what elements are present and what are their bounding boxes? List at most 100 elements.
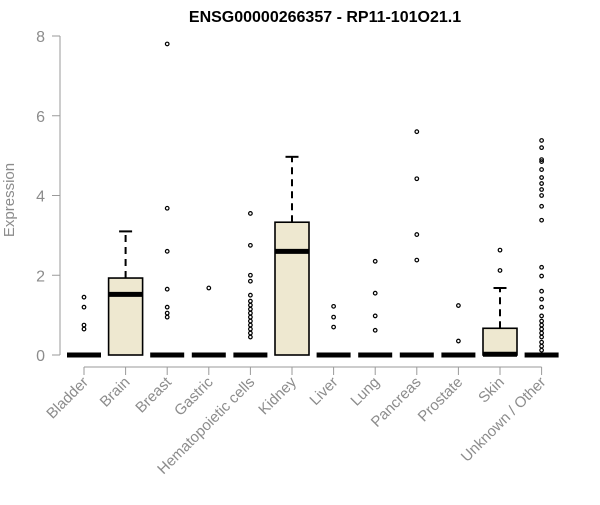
box-group [107, 230, 144, 356]
outlier-point [539, 193, 544, 198]
outlier-point [539, 318, 544, 324]
x-tick-label: Brain [97, 374, 134, 411]
y-tick-label: 4 [36, 189, 45, 206]
outlier-point [539, 322, 544, 328]
outlier-point [497, 268, 503, 273]
outlier-point [331, 303, 337, 309]
outlier-point [539, 264, 544, 270]
box-group [274, 155, 310, 356]
y-axis: 0 2 4 6 8 [36, 29, 61, 365]
outlier-point [539, 313, 544, 319]
box-iqr [482, 327, 518, 356]
outlier-point [247, 298, 253, 304]
outlier-point [164, 310, 170, 316]
outlier-point [539, 288, 544, 294]
outlier-point [247, 302, 253, 308]
outlier-point [164, 41, 170, 47]
outlier-point [164, 286, 170, 292]
x-tick-label: Skin [475, 374, 508, 407]
outlier-point [414, 129, 420, 135]
outlier-point [539, 273, 544, 279]
outlier-point [206, 285, 212, 291]
outlier-point [247, 334, 253, 340]
outlier-point [331, 314, 337, 320]
outlier-point [247, 326, 253, 332]
outlier-point [539, 145, 544, 151]
box-iqr [274, 221, 310, 356]
box-group [233, 211, 268, 358]
outlier-point [497, 247, 503, 253]
chart-title: ENSG00000266357 - RP11-101O21.1 [189, 9, 461, 26]
outlier-point [247, 306, 253, 312]
box-group [150, 41, 185, 358]
outlier-point [247, 211, 253, 216]
box-group [316, 303, 351, 358]
outlier-point [372, 313, 378, 319]
x-tick-label: Kidney [255, 373, 300, 418]
y-axis-label: Expression [1, 163, 18, 237]
outlier-point [164, 314, 170, 320]
outlier-point [539, 339, 544, 345]
box-iqr [107, 277, 144, 356]
outlier-point [539, 157, 544, 163]
y-tick-label: 6 [36, 109, 45, 126]
x-tick-label: Breast [132, 373, 175, 416]
outlier-point [539, 347, 544, 353]
box-group [441, 303, 476, 358]
y-tick-label: 2 [36, 268, 45, 285]
outlier-point [539, 334, 544, 340]
outlier-point [539, 187, 544, 192]
x-tick-label: Prostate [415, 374, 467, 426]
outlier-point [539, 330, 544, 336]
y-tick-label: 0 [36, 348, 45, 365]
outlier-point [539, 181, 544, 186]
outlier-point [539, 159, 544, 165]
outlier-point [539, 343, 544, 349]
outlier-point [539, 203, 544, 209]
outlier-point [247, 314, 253, 320]
outlier-point [247, 330, 253, 336]
outlier-point [414, 232, 420, 237]
outlier-point [414, 176, 420, 182]
outlier-point [247, 272, 253, 278]
outlier-point [539, 296, 544, 302]
outlier-point [539, 138, 544, 143]
outlier-point [164, 304, 170, 310]
outlier-point [164, 205, 170, 211]
outlier-point [372, 290, 378, 296]
outlier-point [372, 258, 378, 264]
outlier-point [539, 326, 544, 332]
outlier-point [539, 304, 544, 310]
plot-area [67, 41, 559, 358]
box-group [524, 138, 559, 358]
outlier-point [456, 303, 461, 308]
outlier-point [247, 318, 253, 324]
x-tick-label: Liver [306, 374, 341, 409]
outlier-point [331, 324, 337, 330]
outlier-point [247, 310, 253, 316]
outlier-point [539, 167, 544, 172]
outlier-point [247, 278, 253, 284]
outlier-point [456, 338, 461, 344]
outlier-point [539, 217, 544, 223]
outlier-point [414, 257, 420, 263]
box-group [358, 258, 393, 358]
box-group [191, 285, 226, 358]
outlier-point [81, 326, 87, 332]
outlier-point [247, 242, 253, 248]
y-tick-label: 8 [36, 29, 45, 46]
outlier-point [81, 294, 87, 300]
box-group [67, 294, 101, 358]
box-group [482, 247, 518, 357]
outlier-point [81, 304, 87, 310]
outlier-point [372, 327, 378, 333]
x-tick-label: Bladder [43, 374, 92, 423]
outlier-point [539, 175, 544, 180]
outlier-point [247, 292, 253, 298]
outlier-point [247, 322, 253, 328]
box-group [399, 129, 434, 358]
x-tick-label: Lung [347, 374, 383, 410]
